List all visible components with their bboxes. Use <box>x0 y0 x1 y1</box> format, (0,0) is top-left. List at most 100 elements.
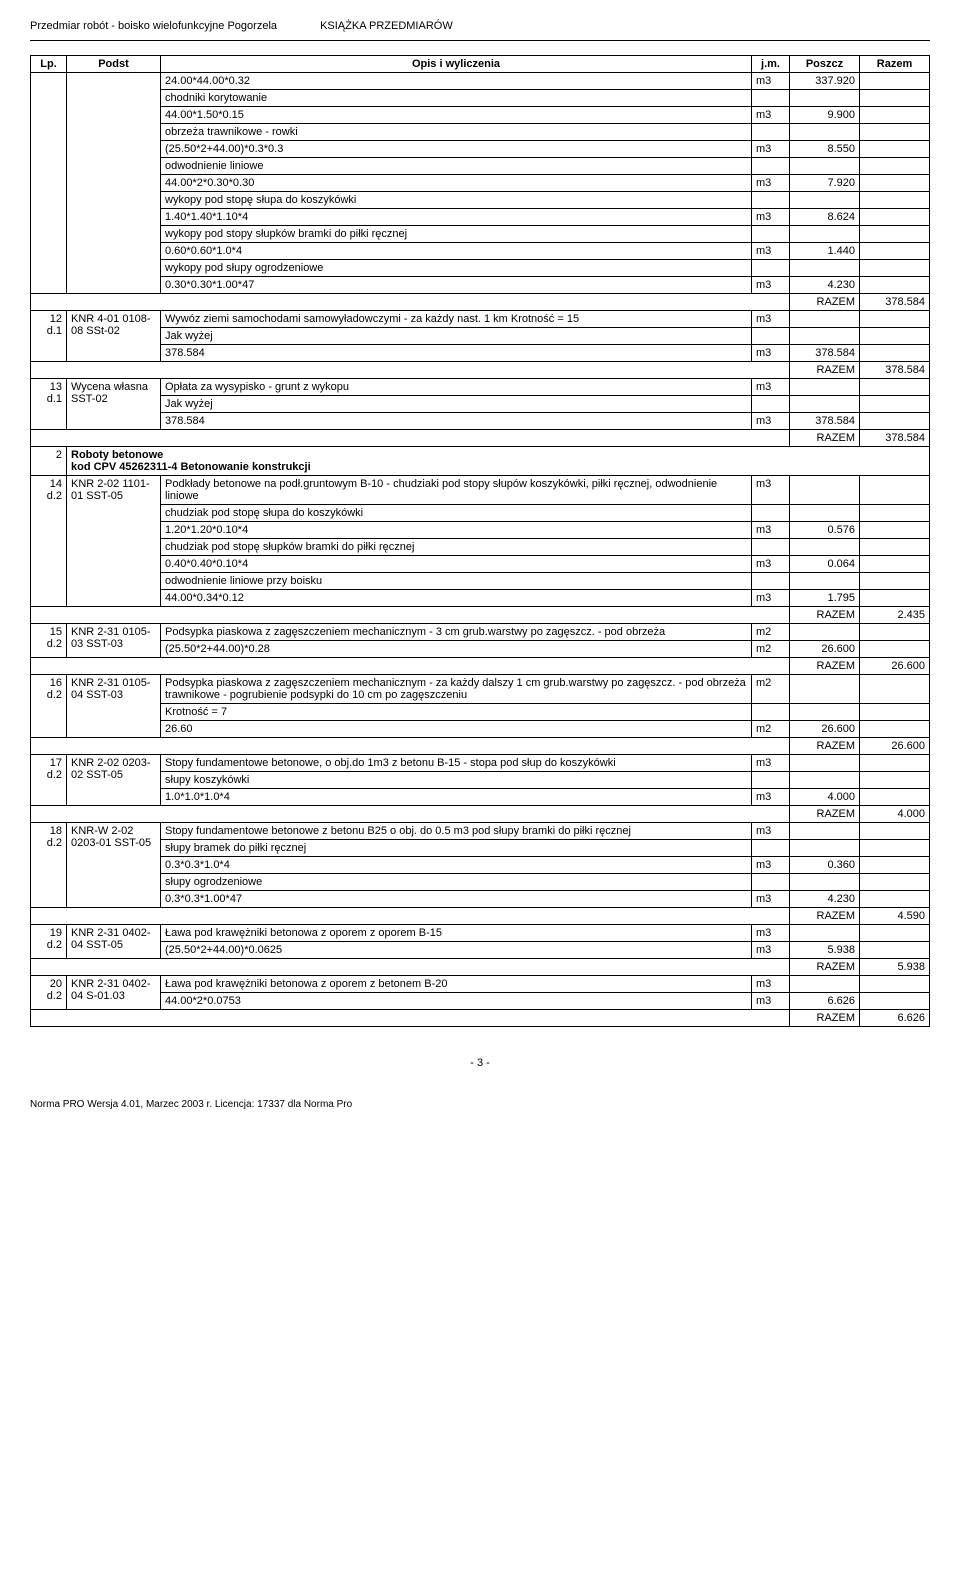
razem-label <box>31 959 790 976</box>
opis-main: Stopy fundamentowe betonowe z betonu B25… <box>161 823 752 840</box>
opis-calc: 1.40*1.40*1.10*4 <box>161 209 752 226</box>
table-row: (25.50*2+44.00)*0.28m226.600 <box>31 641 930 658</box>
podst-cell: Wycena własna SST-02 <box>67 379 161 430</box>
jm-cell: m3 <box>752 755 790 772</box>
razem-cell <box>860 209 930 226</box>
opis-calc: 0.30*0.30*1.00*47 <box>161 277 752 294</box>
table-row: 44.00*1.50*0.15m39.900 <box>31 107 930 124</box>
table-row: obrzeża trawnikowe - rowki <box>31 124 930 141</box>
opis-calc: 378.584 <box>161 413 752 430</box>
poszcz-cell <box>790 192 860 209</box>
razem-cell <box>860 158 930 175</box>
opis-calc: (25.50*2+44.00)*0.0625 <box>161 942 752 959</box>
opis-calc: 0.60*0.60*1.0*4 <box>161 243 752 260</box>
poszcz-cell: 5.938 <box>790 942 860 959</box>
table-row: (25.50*2+44.00)*0.0625m35.938 <box>31 942 930 959</box>
opis-calc: 0.3*0.3*1.00*47 <box>161 891 752 908</box>
poszcz-cell <box>790 755 860 772</box>
jm-cell: m3 <box>752 857 790 874</box>
jm-cell <box>752 260 790 277</box>
table-row: RAZEM4.000 <box>31 806 930 823</box>
poszcz-cell <box>790 90 860 107</box>
table-row: 18d.2KNR-W 2-02 0203-01 SST-05Stopy fund… <box>31 823 930 840</box>
poszcz-cell <box>790 328 860 345</box>
razem-cell <box>860 505 930 522</box>
poszcz-cell: 6.626 <box>790 993 860 1010</box>
table-row: 1.0*1.0*1.0*4m34.000 <box>31 789 930 806</box>
table-row: wykopy pod stopę słupa do koszykówki <box>31 192 930 209</box>
jm-cell: m2 <box>752 675 790 704</box>
table-row: 0.40*0.40*0.10*4m30.064 <box>31 556 930 573</box>
table-row: 16d.2KNR 2-31 0105-04 SST-03Podsypka pia… <box>31 675 930 704</box>
poszcz-cell: 4.230 <box>790 277 860 294</box>
razem-cell <box>860 311 930 328</box>
razem-cell <box>860 124 930 141</box>
lp-cell: 19d.2 <box>31 925 67 959</box>
poszcz-cell: 378.584 <box>790 413 860 430</box>
opis-calc: (25.50*2+44.00)*0.28 <box>161 641 752 658</box>
opis-main: Podkłady betonowe na podł.gruntowym B-10… <box>161 476 752 505</box>
poszcz-cell <box>790 772 860 789</box>
poszcz-cell: 8.550 <box>790 141 860 158</box>
lp-cell <box>31 73 67 294</box>
jm-cell: m3 <box>752 277 790 294</box>
opis-calc: 44.00*2*0.0753 <box>161 993 752 1010</box>
lp-cell: 20d.2 <box>31 976 67 1010</box>
table-row: chudziak pod stopę słupków bramki do pił… <box>31 539 930 556</box>
razem-label <box>31 908 790 925</box>
jm-cell: m3 <box>752 976 790 993</box>
table-row: 1.20*1.20*0.10*4m30.576 <box>31 522 930 539</box>
poszcz-cell: 378.584 <box>790 345 860 362</box>
page-header: Przedmiar robót - boisko wielofunkcyjne … <box>30 20 930 32</box>
jm-cell <box>752 90 790 107</box>
razem-word: RAZEM <box>790 294 860 311</box>
podst-cell: KNR 2-31 0105-03 SST-03 <box>67 624 161 658</box>
razem-cell <box>860 789 930 806</box>
table-row: 44.00*0.34*0.12m31.795 <box>31 590 930 607</box>
opis-main: Podsypka piaskowa z zagęszczeniem mechan… <box>161 675 752 704</box>
table-row: RAZEM26.600 <box>31 658 930 675</box>
table-row: 378.584m3378.584 <box>31 413 930 430</box>
jm-cell: m3 <box>752 522 790 539</box>
razem-cell <box>860 73 930 90</box>
table-row: Krotność = 7 <box>31 704 930 721</box>
table-row: słupy koszykówki <box>31 772 930 789</box>
table-row: 0.30*0.30*1.00*47m34.230 <box>31 277 930 294</box>
opis-text: chudziak pod stopę słupa do koszykówki <box>161 505 752 522</box>
jm-cell: m3 <box>752 413 790 430</box>
jm-cell: m3 <box>752 243 790 260</box>
razem-cell <box>860 874 930 891</box>
poszcz-cell: 8.624 <box>790 209 860 226</box>
poszcz-cell <box>790 476 860 505</box>
jm-cell: m3 <box>752 590 790 607</box>
poszcz-cell: 4.230 <box>790 891 860 908</box>
col-razem: Razem <box>860 56 930 73</box>
opis-main: Wywóz ziemi samochodami samowyładowczymi… <box>161 311 752 328</box>
razem-cell <box>860 243 930 260</box>
jm-cell: m3 <box>752 311 790 328</box>
poszcz-cell: 9.900 <box>790 107 860 124</box>
razem-cell <box>860 260 930 277</box>
opis-calc: 378.584 <box>161 345 752 362</box>
lp-cell: 17d.2 <box>31 755 67 806</box>
razem-cell <box>860 556 930 573</box>
table-row: RAZEM378.584 <box>31 294 930 311</box>
lp-cell: 14d.2 <box>31 476 67 607</box>
razem-val: 5.938 <box>860 959 930 976</box>
razem-label <box>31 658 790 675</box>
jm-cell: m3 <box>752 175 790 192</box>
lp-cell: 18d.2 <box>31 823 67 908</box>
table-row: chodniki korytowanie <box>31 90 930 107</box>
razem-cell <box>860 675 930 704</box>
razem-cell <box>860 379 930 396</box>
poszcz-cell: 26.600 <box>790 641 860 658</box>
razem-cell <box>860 624 930 641</box>
razem-label <box>31 1010 790 1027</box>
jm-cell <box>752 840 790 857</box>
opis-text: chudziak pod stopę słupków bramki do pił… <box>161 539 752 556</box>
table-row: RAZEM2.435 <box>31 607 930 624</box>
col-jm: j.m. <box>752 56 790 73</box>
razem-cell <box>860 942 930 959</box>
poszcz-cell <box>790 379 860 396</box>
poszcz-cell <box>790 396 860 413</box>
